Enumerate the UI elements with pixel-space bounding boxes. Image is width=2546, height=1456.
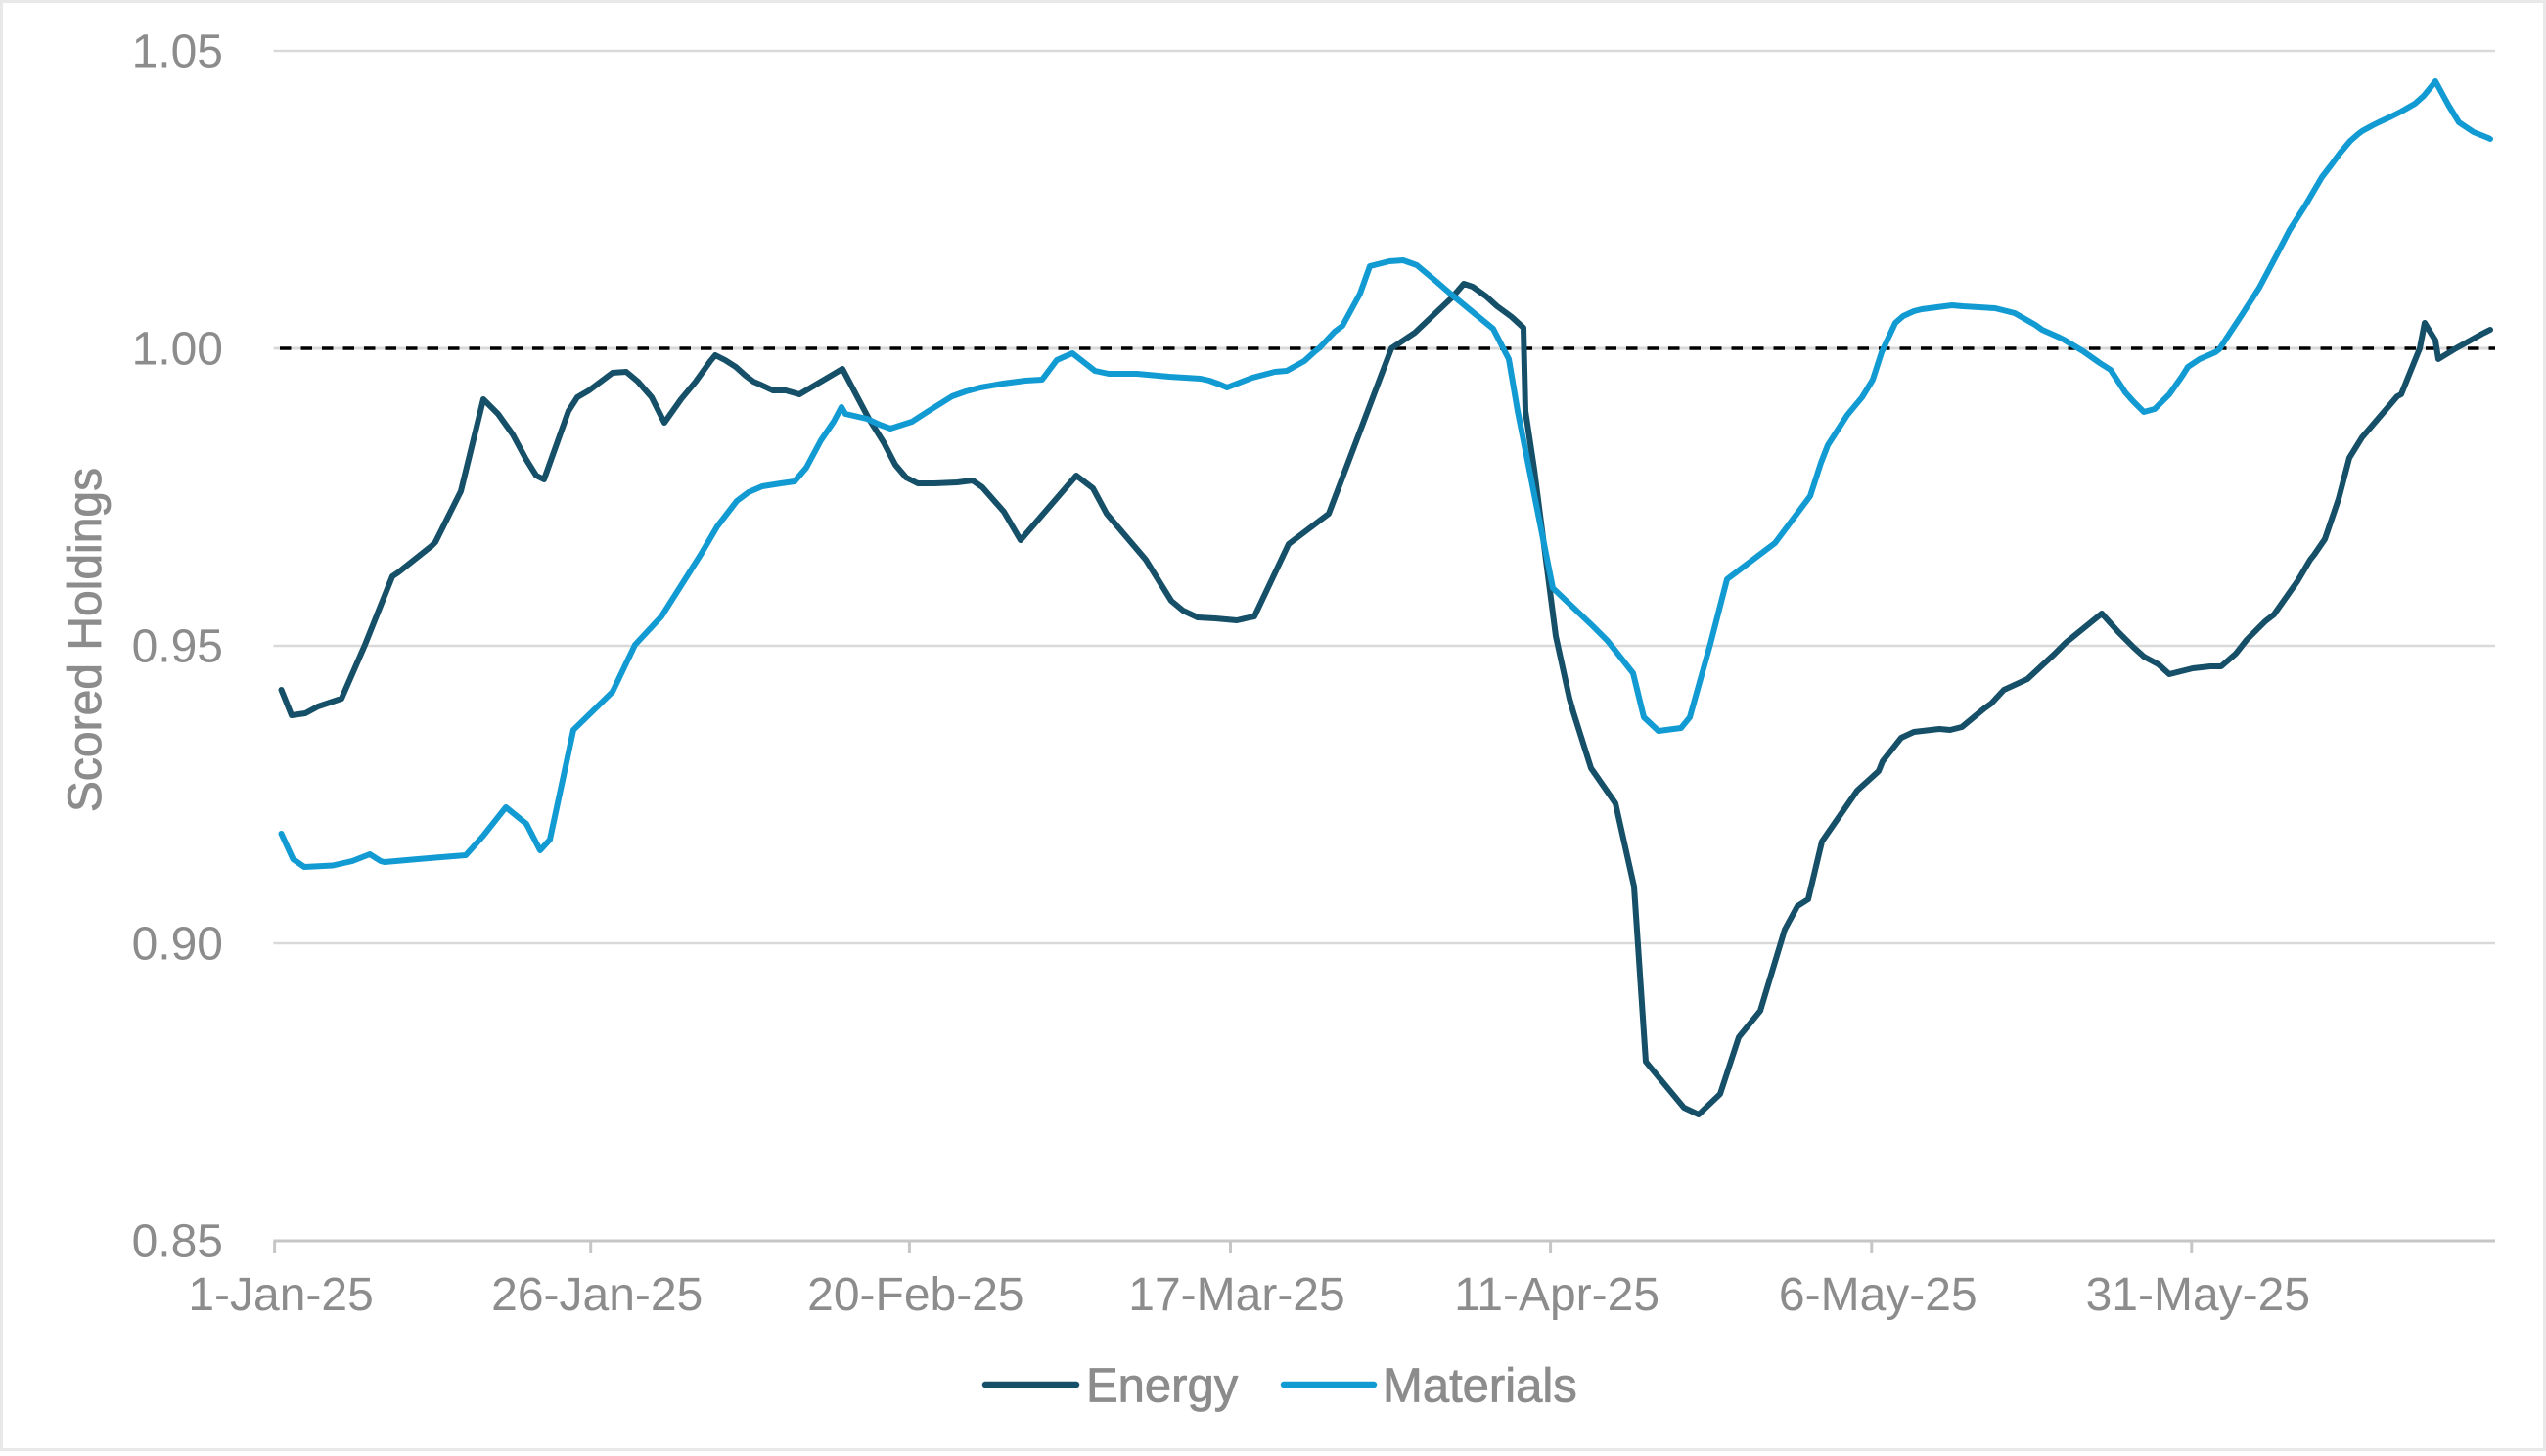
svg-text:17-Mar-25: 17-Mar-25 [1128, 1269, 1344, 1321]
svg-text:0.90: 0.90 [132, 919, 223, 971]
svg-text:1.05: 1.05 [132, 26, 223, 78]
svg-text:Energy: Energy [1086, 1360, 1239, 1413]
svg-text:26-Jan-25: 26-Jan-25 [491, 1269, 703, 1321]
svg-text:20-Feb-25: 20-Feb-25 [807, 1269, 1023, 1321]
svg-text:11-Apr-25: 11-Apr-25 [1454, 1269, 1659, 1321]
svg-text:31-May-25: 31-May-25 [2086, 1269, 2310, 1321]
svg-text:6-May-25: 6-May-25 [1779, 1269, 1978, 1321]
svg-text:0.95: 0.95 [132, 621, 223, 673]
svg-text:Materials: Materials [1383, 1360, 1577, 1413]
svg-text:1-Jan-25: 1-Jan-25 [188, 1269, 373, 1321]
svg-text:Scored Holdings: Scored Holdings [60, 468, 112, 812]
svg-text:1.00: 1.00 [132, 324, 223, 376]
svg-text:0.85: 0.85 [132, 1216, 223, 1268]
